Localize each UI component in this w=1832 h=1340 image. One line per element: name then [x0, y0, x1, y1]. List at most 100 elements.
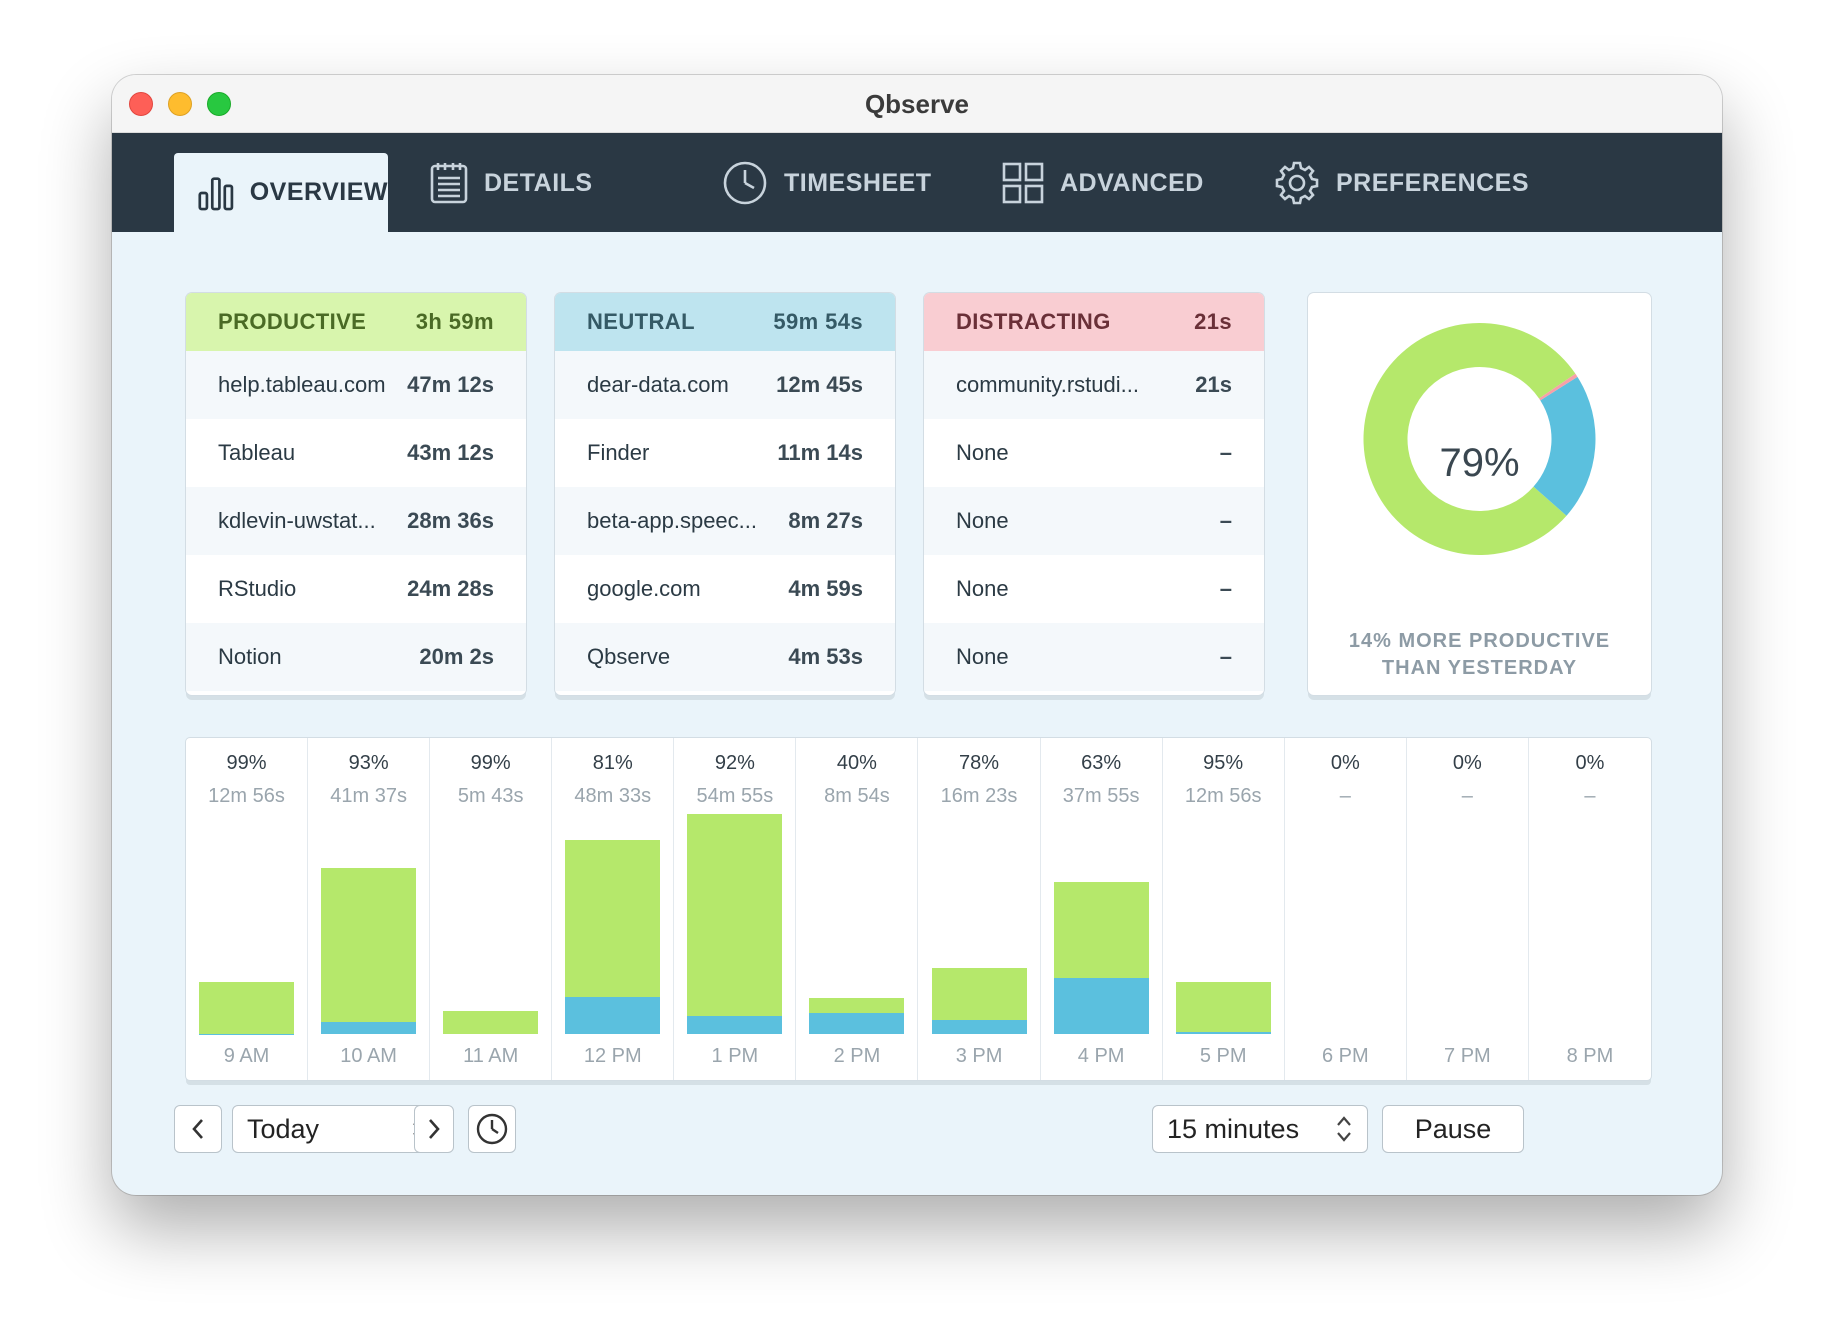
hour-column[interactable]: 0% – 7 PM [1407, 738, 1529, 1080]
neutral-bar[interactable] [687, 1016, 783, 1034]
hour-column[interactable]: 99% 5m 43s 11 AM [430, 738, 553, 1080]
hour-column[interactable]: 93% 41m 37s 10 AM [308, 738, 431, 1080]
list-item[interactable]: RStudio 24m 28s [186, 555, 526, 623]
list-item[interactable]: Notion 20m 2s [186, 623, 526, 691]
productive-bar[interactable] [1053, 882, 1149, 978]
hour-label: 11 AM [463, 1045, 519, 1067]
list-item[interactable]: Qbserve 4m 53s [555, 623, 895, 691]
interval-select-value: 15 minutes [1167, 1113, 1300, 1144]
minimize-window-button[interactable] [168, 92, 192, 116]
list-item[interactable]: None – [924, 487, 1264, 555]
hour-column[interactable]: 0% – 8 PM [1529, 738, 1651, 1080]
app-time: – [1219, 644, 1232, 669]
hour-percent-label: 0% [1330, 752, 1360, 774]
app-name: kdlevin-uwstat... [218, 508, 376, 533]
list-item[interactable]: help.tableau.com 47m 12s [186, 351, 526, 419]
list-document-icon [430, 163, 468, 204]
neutral-header[interactable]: NEUTRAL 59m 54s [555, 293, 895, 351]
date-select-value: Today [247, 1113, 320, 1144]
hour-column[interactable]: 92% 54m 55s 1 PM [674, 738, 797, 1080]
productive-header[interactable]: PRODUCTIVE 3h 59m [186, 293, 526, 351]
hour-column[interactable]: 95% 12m 56s 5 PM [1163, 738, 1285, 1080]
tab-details-label: DETAILS [484, 168, 593, 197]
date-select[interactable]: Today [232, 1105, 444, 1153]
hour-label: 7 PM [1444, 1045, 1491, 1067]
hour-column[interactable]: 40% 8m 54s 2 PM [796, 738, 919, 1080]
interval-select[interactable]: 15 minutes [1152, 1105, 1368, 1153]
hour-label: 10 AM [340, 1045, 397, 1067]
app-time: 24m 28s [407, 576, 494, 601]
neutral-bar[interactable] [931, 1019, 1027, 1034]
app-name: Finder [587, 440, 650, 465]
hour-column[interactable]: 81% 48m 33s 12 PM [552, 738, 675, 1080]
history-button[interactable] [468, 1105, 516, 1153]
tab-preferences[interactable]: PREFERENCES [1274, 161, 1529, 205]
list-item[interactable]: Tableau 43m 12s [186, 419, 526, 487]
productive-bar[interactable] [321, 867, 417, 1023]
productive-bar[interactable] [809, 998, 905, 1013]
productivity-percent: 79% [1439, 441, 1520, 485]
category-total: 3h 59m [415, 309, 494, 334]
hour-percent-label: 0% [1575, 752, 1605, 774]
neutral-card: NEUTRAL 59m 54s dear-data.com 12m 45s Fin… [555, 293, 895, 695]
close-window-button[interactable] [129, 92, 153, 116]
hour-duration-label: 12m 56s [208, 785, 285, 807]
hour-percent-label: 63% [1081, 752, 1122, 774]
category-name: PRODUCTIVE [218, 309, 367, 334]
tab-bar: OVERVIEW DETAILS TIMESHEET [112, 133, 1722, 232]
previous-day-button[interactable] [174, 1105, 222, 1153]
app-name: Qbserve [587, 644, 671, 669]
zoom-window-button[interactable] [207, 92, 231, 116]
hour-percent-label: 99% [226, 752, 267, 774]
hour-label: 6 PM [1321, 1045, 1369, 1067]
hour-label: 8 PM [1566, 1045, 1614, 1067]
hour-percent-label: 93% [348, 752, 389, 774]
hour-label: 9 AM [223, 1045, 270, 1067]
hour-column[interactable]: 63% 37m 55s 4 PM [1041, 738, 1163, 1080]
list-item[interactable]: Finder 11m 14s [555, 419, 895, 487]
tab-timesheet[interactable]: TIMESHEET [722, 161, 932, 205]
productive-bar[interactable] [1175, 982, 1271, 1032]
neutral-bar[interactable] [809, 1012, 905, 1034]
list-item[interactable]: dear-data.com 12m 45s [555, 351, 895, 419]
app-time: 11m 14s [777, 440, 863, 465]
window-title: Qbserve [864, 89, 970, 119]
productive-bar[interactable] [443, 1011, 539, 1034]
list-item[interactable]: None – [924, 555, 1264, 623]
neutral-bar[interactable] [1053, 978, 1149, 1034]
tab-details[interactable]: DETAILS [430, 161, 593, 205]
app-name: None [956, 440, 1009, 465]
list-item[interactable]: kdlevin-uwstat... 28m 36s [186, 487, 526, 555]
tab-advanced[interactable]: ADVANCED [1002, 161, 1204, 205]
tab-overview[interactable]: OVERVIEW [174, 153, 388, 232]
donut-distracting-arc [1539, 373, 1578, 401]
hour-label: 1 PM [711, 1045, 759, 1067]
list-item[interactable]: None – [924, 419, 1264, 487]
productivity-donut [1363, 323, 1596, 555]
app-time: 4m 53s [788, 644, 863, 669]
hour-column[interactable]: 99% 12m 56s 9 AM [186, 738, 309, 1080]
productive-bar[interactable] [199, 982, 295, 1034]
app-time: 4m 59s [788, 576, 863, 601]
next-day-button[interactable] [414, 1105, 454, 1153]
neutral-bar[interactable] [565, 997, 661, 1034]
up-down-arrows-icon [1337, 1116, 1351, 1142]
productive-bar[interactable] [687, 814, 783, 1017]
chevron-left-icon [192, 1119, 203, 1139]
hour-duration-label: – [1584, 785, 1596, 807]
distracting-header[interactable]: DISTRACTING 21s [924, 293, 1264, 351]
chevron-right-icon [429, 1119, 440, 1139]
list-item[interactable]: None – [924, 623, 1264, 691]
pause-button[interactable]: Pause [1382, 1105, 1524, 1153]
list-item[interactable]: beta-app.speec... 8m 27s [555, 487, 895, 555]
productive-bar[interactable] [931, 968, 1027, 1020]
hour-column[interactable]: 78% 16m 23s 3 PM [919, 738, 1041, 1080]
productive-card: PRODUCTIVE 3h 59m help.tableau.com 47m 12… [186, 293, 526, 695]
hour-column[interactable]: 0% – 6 PM [1285, 738, 1407, 1080]
neutral-bar[interactable] [321, 1022, 417, 1034]
productive-bar[interactable] [565, 840, 661, 998]
list-item[interactable]: google.com 4m 59s [555, 555, 895, 623]
neutral-bar[interactable] [1175, 1031, 1271, 1034]
list-item[interactable]: community.rstudi... 21s [924, 351, 1264, 419]
hour-label: 2 PM [833, 1045, 881, 1067]
